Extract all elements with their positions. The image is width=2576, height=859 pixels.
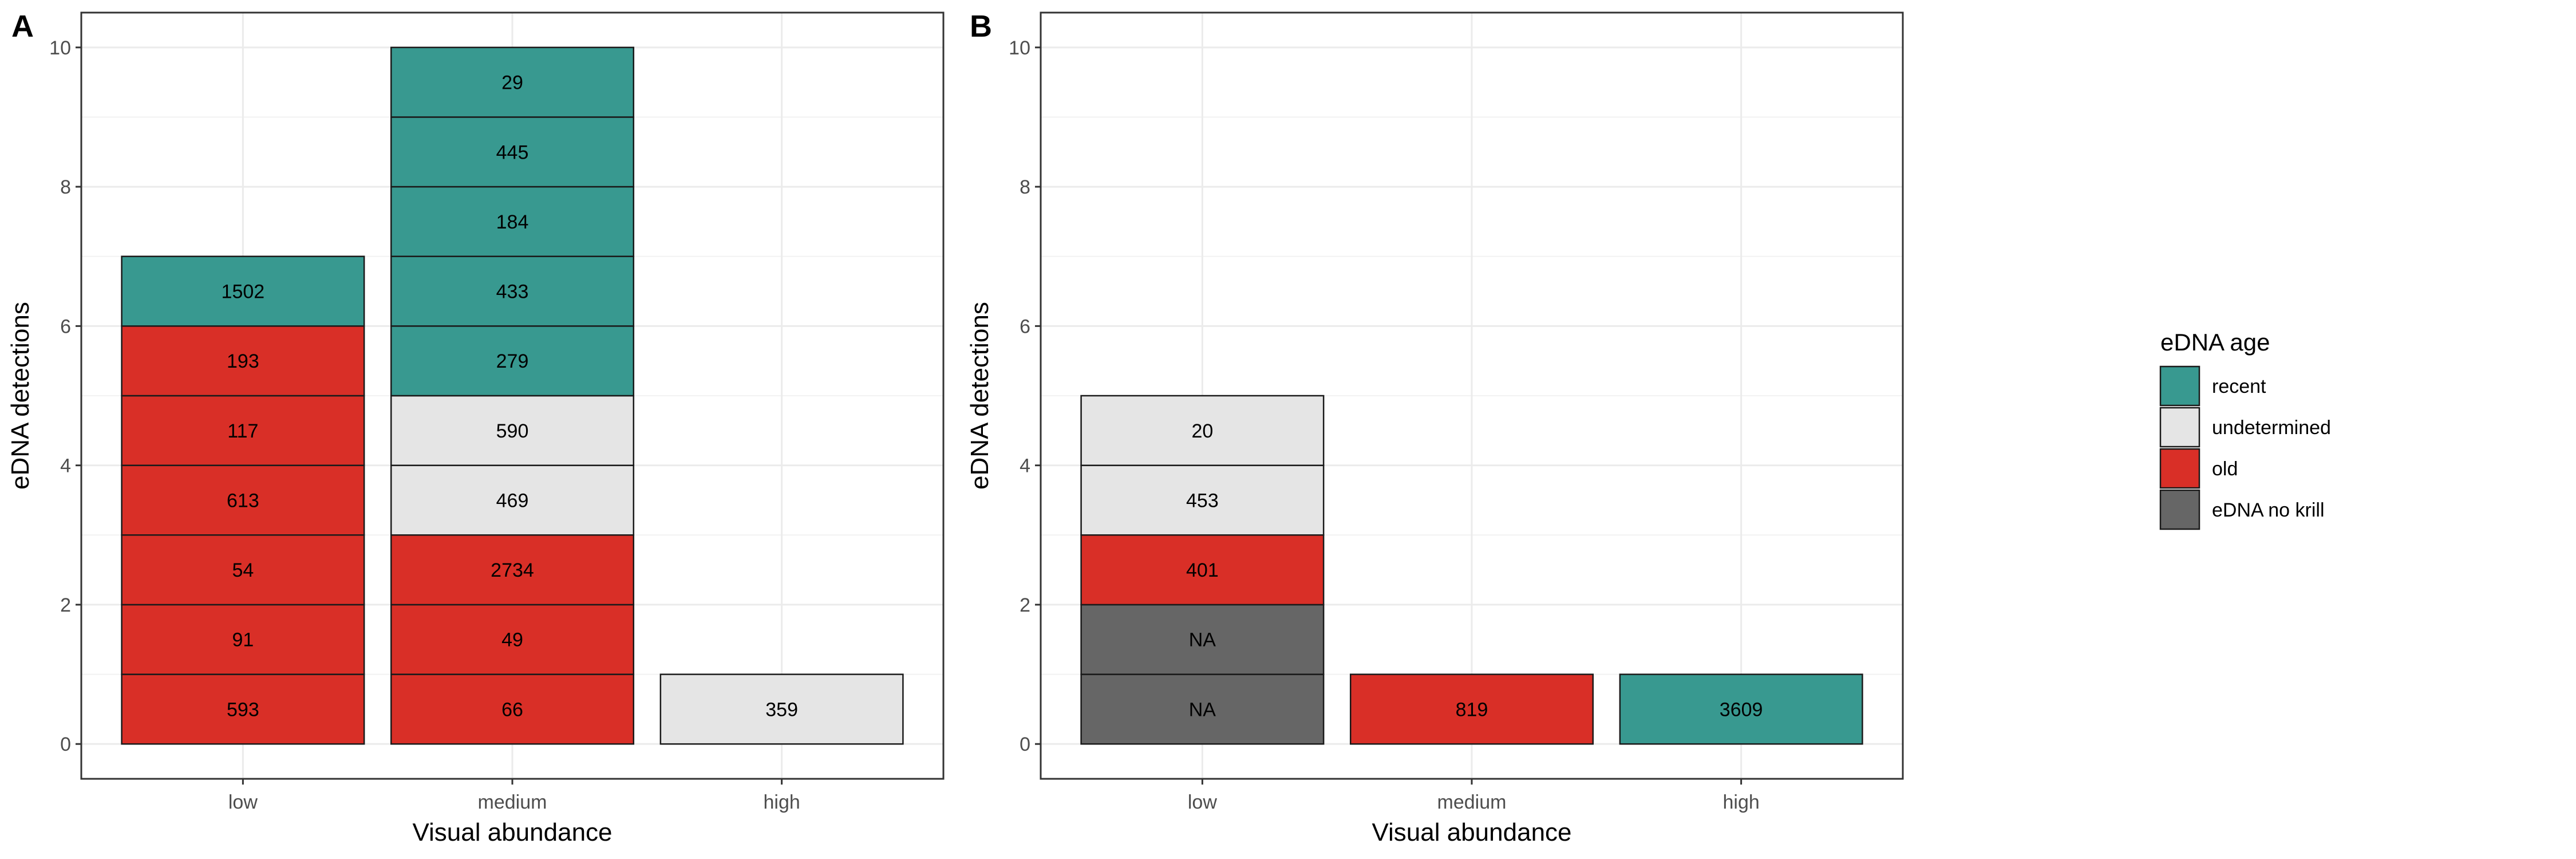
y-tick-label: 8 <box>1020 176 1030 198</box>
bar-segment-low-3 <box>121 534 365 606</box>
bar-segment-medium-5 <box>390 395 635 466</box>
bar-segment-label: 469 <box>496 490 529 511</box>
x-tick-label-medium: medium <box>478 791 547 813</box>
bar-segment-label: 2734 <box>491 559 534 581</box>
y-axis-title: eDNA detections <box>966 302 994 490</box>
bar-segment-low-4 <box>121 464 365 536</box>
legend-label: old <box>2212 458 2238 480</box>
bar-segment-label: 54 <box>232 559 254 581</box>
bar-segment-medium-1 <box>1349 673 1594 745</box>
bar-segment-medium-2 <box>390 604 635 675</box>
y-tick-label: 6 <box>60 316 71 337</box>
x-tick-label-low: low <box>228 791 258 813</box>
bar-segment-label: 91 <box>232 629 254 651</box>
y-tick-label: 6 <box>1020 316 1030 337</box>
bar-segment-medium-8 <box>390 186 635 257</box>
bar-segment-medium-1 <box>390 673 635 745</box>
bar-segment-medium-7 <box>390 255 635 327</box>
bar-segment-label: 117 <box>227 420 258 442</box>
bar-segment-label: 49 <box>501 629 523 651</box>
y-tick-label: 0 <box>60 734 71 755</box>
bar-segment-label: 433 <box>496 281 529 303</box>
bar-segment-low-3 <box>1080 534 1325 606</box>
panel-b: NA NA 401 453 20 819 3609 0 2 4 6 8 10 low medium high V… <box>966 9 1904 846</box>
y-tick-label: 8 <box>60 176 71 198</box>
panel-a: 593 91 54 613 117 193 1502 66 49 2734 469 590 279 433… <box>6 9 945 846</box>
x-tick-label-high: high <box>763 791 800 813</box>
bar-segment-label: 401 <box>1186 559 1219 581</box>
legend-label: eDNA no krill <box>2212 499 2325 521</box>
bar-segment-medium-9 <box>390 116 635 188</box>
bar-segment-label: NA <box>1189 629 1216 651</box>
bar-segment-label: 29 <box>501 72 523 94</box>
y-tick-label: 10 <box>1009 37 1030 59</box>
panel-tag: A <box>11 9 34 44</box>
x-tick-label-high: high <box>1722 791 1759 813</box>
bar-segment-label: 3609 <box>1720 699 1763 720</box>
bar-segment-low-7 <box>121 255 365 327</box>
bar-segment-label: 445 <box>496 141 529 163</box>
bar-segment-low-6 <box>121 325 365 397</box>
bar-segment-label: NA <box>1189 699 1216 720</box>
y-tick-label: 10 <box>49 37 71 59</box>
bar-segment-label: 279 <box>496 350 529 372</box>
bar-segment-low-2 <box>121 604 365 675</box>
bar-segment-label: 20 <box>1191 420 1213 442</box>
y-axis-title: eDNA detections <box>6 302 34 490</box>
x-axis-title: Visual abundance <box>412 818 612 846</box>
bar-segment-medium-10 <box>390 46 635 118</box>
bar-segment-low-4 <box>1080 464 1325 536</box>
bar-segment-low-2 <box>1080 604 1325 675</box>
bar-segment-label: 359 <box>765 699 798 720</box>
legend-key-undetermined <box>2159 407 2200 448</box>
x-tick-label-low: low <box>1188 791 1217 813</box>
x-axis-title: Visual abundance <box>1372 818 1571 846</box>
x-tick-label-medium: medium <box>1437 791 1507 813</box>
bar-segment-medium-3 <box>390 534 635 606</box>
y-tick-label: 0 <box>1020 734 1030 755</box>
bar-segment-label: 819 <box>1456 699 1488 720</box>
y-tick-label: 2 <box>1020 594 1030 616</box>
legend-label: recent <box>2212 376 2266 397</box>
bar-segment-label: 1502 <box>222 281 265 303</box>
legend: eDNA age recent undetermined old eDNA no kri… <box>2159 329 2331 530</box>
bar-segment-high-1 <box>659 673 904 745</box>
bar-segment-label: 613 <box>227 490 259 511</box>
bar-segment-low-5 <box>1080 395 1325 466</box>
bar-segment-label: 184 <box>496 211 529 233</box>
bar-segment-low-1 <box>121 673 365 745</box>
bar-segment-label: 453 <box>1186 490 1219 511</box>
y-tick-label: 2 <box>60 594 71 616</box>
legend-title: eDNA age <box>2160 329 2270 356</box>
bar-segment-low-5 <box>121 395 365 466</box>
legend-key-edna-no-krill <box>2159 489 2200 530</box>
y-tick-label: 4 <box>1020 455 1030 477</box>
bar-segment-label: 593 <box>227 699 259 720</box>
legend-label: undetermined <box>2212 417 2331 439</box>
chart-panels: 5939154613117193150266492734469590279433… <box>6 9 1904 846</box>
bar-segment-label: 193 <box>227 350 259 372</box>
bar-segment-high-1 <box>1619 673 1863 745</box>
legend-key-recent <box>2159 365 2200 407</box>
bar-segment-low-1 <box>1080 673 1325 745</box>
y-tick-label: 4 <box>60 455 71 477</box>
bar-segment-label: 590 <box>496 420 529 442</box>
bar-segment-label: 66 <box>501 699 523 720</box>
panel-tag: B <box>970 9 992 44</box>
bar-segment-medium-6 <box>390 325 635 397</box>
legend-key-old <box>2159 448 2200 489</box>
